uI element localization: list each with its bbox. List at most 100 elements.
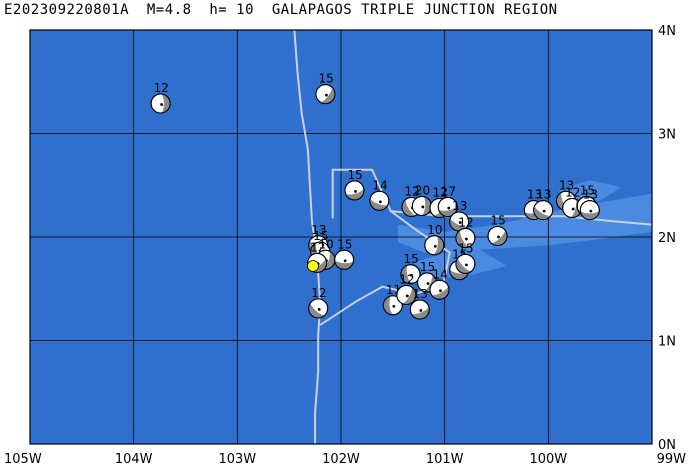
- focal-mechanism: 15: [400, 252, 421, 285]
- focal-mechanism: 15: [334, 237, 355, 270]
- focal-mechanism: 20: [411, 183, 432, 216]
- beachball-axis-dot: [160, 103, 164, 106]
- beachball-axis-dot: [458, 221, 462, 224]
- magnitude-label: 12: [565, 186, 580, 200]
- magnitude-label: 15: [313, 229, 328, 243]
- beachball-compression: [334, 259, 354, 270]
- longitude-tick-label: 103W: [218, 452, 256, 467]
- magnitude-label: 17: [441, 184, 456, 198]
- magnitude-label: 12: [404, 184, 419, 198]
- magnitude-label: 15: [403, 252, 418, 266]
- longitude-tick-label: 100W: [529, 452, 567, 467]
- longitude-tick-label: 101W: [426, 452, 464, 467]
- magnitude-label: 20: [415, 183, 430, 197]
- longitude-tick-label: 105W: [4, 452, 42, 467]
- longitude-tick-label: 99W: [657, 452, 687, 467]
- magnitude-label: 10: [427, 223, 442, 237]
- beachball-compression: [533, 205, 552, 220]
- beachball-axis-dot: [465, 237, 468, 241]
- beachball-axis-dot: [571, 207, 575, 211]
- beachball-axis-dot: [392, 304, 396, 308]
- beachball-compression: [431, 285, 449, 300]
- beachball-compression: [369, 197, 389, 211]
- focal-mechanism: 13: [533, 188, 554, 221]
- magnitude-label: 14: [372, 178, 387, 192]
- beachball-compression: [160, 93, 171, 113]
- focal-mechanism: 12: [150, 81, 171, 114]
- beachball-axis-dot: [497, 235, 500, 239]
- beachball-compression: [438, 205, 458, 217]
- magnitude-label: 15: [491, 213, 506, 227]
- magnitude-label: 15: [347, 168, 362, 182]
- focal-mechanism: 10: [424, 223, 445, 256]
- beachball-axis-dot: [378, 200, 382, 204]
- magnitude-label: 13: [559, 178, 574, 192]
- magnitude-label: 13: [413, 287, 428, 301]
- magnitude-label: 14: [432, 267, 447, 281]
- beachball-compression: [490, 229, 508, 246]
- focal-mechanism: 15: [344, 168, 365, 201]
- magnitude-label: 10: [318, 237, 333, 251]
- beachball-compression: [400, 264, 413, 284]
- beachball-axis-dot: [343, 259, 347, 263]
- beachball-compression: [411, 305, 430, 319]
- map-title: E202309220801A M=4.8 h= 10 GALAPAGOS TRI…: [4, 2, 558, 18]
- beachball-axis-dot: [589, 209, 593, 213]
- beachball-axis-dot: [419, 309, 423, 312]
- beachball-compression: [455, 257, 472, 274]
- beachball-axis-dot: [447, 206, 451, 210]
- beachball-compression: [401, 198, 417, 217]
- focal-mechanism: 13: [409, 287, 430, 320]
- focal-mechanism: 17: [437, 184, 458, 217]
- focal-mechanism: 13: [579, 188, 600, 221]
- latitude-tick-label: 1N: [658, 335, 676, 350]
- beachball-axis-dot: [433, 244, 437, 248]
- latitude-tick-label: 0N: [658, 438, 676, 453]
- magnitude-label: 12: [310, 240, 325, 254]
- magnitude-label: 13: [452, 199, 467, 213]
- beachball-compression: [383, 295, 394, 315]
- magnitude-label: 13: [583, 188, 598, 202]
- beachball-compression: [345, 187, 364, 200]
- magnitude-label: 12: [311, 286, 326, 300]
- beachball-axis-dot: [465, 263, 468, 267]
- focal-mechanism: 15: [315, 72, 336, 105]
- beachball-axis-dot: [325, 93, 328, 97]
- magnitude-label: 13: [536, 188, 551, 202]
- current-event-marker: [307, 260, 319, 272]
- beachball-axis-dot: [405, 294, 409, 298]
- focal-mechanism: 12: [455, 216, 476, 249]
- latitude-tick-label: 4N: [658, 24, 676, 39]
- latitude-tick-label: 2N: [658, 231, 676, 246]
- longitude-tick-label: 102W: [322, 452, 360, 467]
- beachball-compression: [432, 235, 444, 255]
- beachball-axis-dot: [421, 205, 425, 209]
- focal-mechanism: 14: [429, 267, 450, 300]
- magnitude-label: 15: [337, 237, 352, 251]
- focal-mechanism: 14: [369, 178, 390, 211]
- beachball-compression: [449, 217, 468, 231]
- beachball-compression: [308, 302, 326, 318]
- plate-boundary-segment: [319, 168, 451, 326]
- beachball-compression: [556, 191, 570, 211]
- beachball-axis-dot: [410, 273, 413, 277]
- beachball-axis-dot: [439, 289, 442, 293]
- magnitude-label: 13: [527, 188, 542, 202]
- focal-mechanism: 12: [396, 272, 417, 305]
- magnitude-label: 15: [580, 183, 595, 197]
- magnitude-label: 12: [399, 272, 414, 286]
- latitude-tick-label: 3N: [658, 128, 676, 143]
- magnitude-label: 15: [318, 72, 333, 86]
- magnitude-label: 13: [311, 223, 326, 237]
- beachball-axis-dot: [426, 282, 430, 285]
- magnitude-label: 15: [420, 260, 435, 274]
- focal-mechanism: 15: [487, 213, 508, 246]
- magnitude-label: 12: [458, 216, 473, 230]
- focal-mechanism: 15: [417, 260, 438, 293]
- magnitude-label: 15: [458, 241, 473, 255]
- beachball-compression: [449, 268, 469, 280]
- focal-mechanism: 15: [455, 241, 476, 274]
- beachball-axis-dot: [317, 308, 321, 311]
